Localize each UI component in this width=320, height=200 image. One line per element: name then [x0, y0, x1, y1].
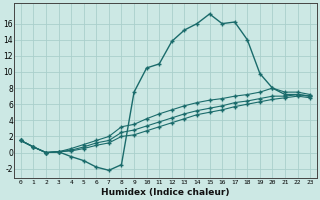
X-axis label: Humidex (Indice chaleur): Humidex (Indice chaleur) — [101, 188, 230, 197]
